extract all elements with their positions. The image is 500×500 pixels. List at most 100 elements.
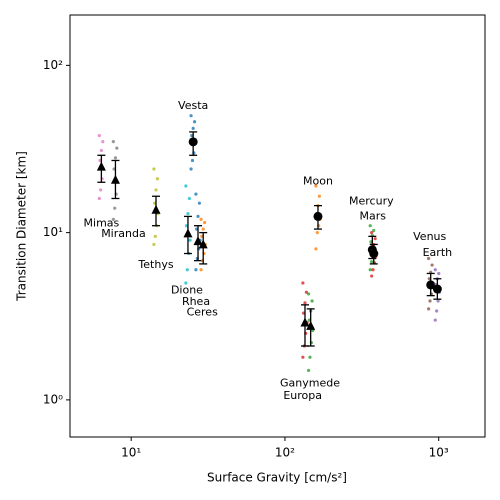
sample-point	[201, 227, 205, 231]
y-tick-label: 10²	[43, 58, 63, 72]
sample-point	[301, 281, 305, 285]
sample-point	[199, 268, 203, 272]
x-tick-label: 10³	[429, 446, 449, 460]
sample-point	[152, 167, 156, 171]
sample-point	[372, 228, 376, 233]
body-label: Venus	[413, 230, 446, 243]
mean-marker	[96, 161, 106, 171]
sample-point	[97, 134, 101, 138]
sample-point	[188, 238, 192, 242]
plot-frame	[69, 14, 486, 438]
y-tick-label: 10¹	[43, 225, 63, 239]
mean-marker	[313, 211, 323, 221]
sample-point	[310, 299, 314, 303]
body-label: Ganymede	[280, 377, 340, 390]
sample-point	[303, 301, 307, 305]
sample-point	[189, 167, 193, 171]
sample-point	[192, 120, 197, 124]
body-label: Tethys	[137, 258, 173, 271]
sample-point	[368, 268, 372, 272]
mean-marker	[426, 280, 436, 290]
sample-point	[153, 234, 157, 238]
sample-point	[97, 196, 101, 201]
mean-marker	[369, 249, 379, 259]
sample-point	[203, 220, 207, 225]
sample-point	[306, 368, 311, 373]
sample-point	[314, 184, 318, 188]
sample-point	[99, 188, 103, 192]
sample-point	[190, 158, 195, 163]
sample-point	[186, 211, 190, 216]
sample-point	[427, 307, 431, 311]
sample-point	[113, 156, 118, 160]
body-label: Ceres	[187, 305, 218, 318]
sample-point	[371, 268, 375, 272]
sample-point	[194, 268, 198, 272]
sample-point	[314, 247, 318, 251]
body-label: Rhea	[182, 295, 210, 308]
y-axis-label: Transition Diameter [km]	[15, 151, 29, 302]
sample-point	[184, 281, 188, 285]
sample-point	[113, 206, 117, 210]
sample-point	[370, 231, 374, 235]
sample-point	[308, 355, 312, 359]
sample-point	[433, 268, 437, 272]
sample-point	[197, 201, 202, 205]
body-label: Dione	[171, 283, 203, 296]
sample-point	[373, 237, 377, 241]
sample-point	[317, 194, 321, 198]
sample-point	[191, 126, 195, 130]
mean-marker	[151, 204, 161, 214]
sample-point	[306, 292, 311, 296]
sample-point	[187, 196, 191, 201]
sample-point	[370, 260, 374, 264]
body-label: Earth	[423, 246, 453, 259]
mean-marker	[193, 236, 203, 246]
sample-point	[184, 184, 188, 188]
body-label: Miranda	[101, 227, 146, 240]
body-label: Vesta	[178, 99, 208, 112]
sample-point	[435, 309, 439, 313]
x-tick-label: 10²	[275, 446, 295, 460]
sample-point	[189, 114, 193, 118]
body-label: Mercury	[349, 195, 394, 208]
sample-point	[427, 256, 431, 261]
sample-point	[185, 268, 189, 272]
body-label: Mimas	[84, 217, 120, 230]
mean-marker	[183, 228, 193, 238]
mean-marker	[110, 174, 120, 184]
sample-point	[304, 290, 308, 294]
mean-marker	[198, 239, 208, 249]
body-label: Moon	[303, 174, 333, 187]
sample-point	[194, 192, 198, 196]
sample-point	[99, 148, 103, 153]
sample-point	[428, 299, 432, 303]
sample-point	[301, 355, 305, 359]
mean-marker	[432, 284, 442, 294]
sample-point	[368, 224, 372, 228]
sample-point	[370, 274, 374, 278]
y-tick-label: 10⁰	[43, 392, 63, 406]
sample-point	[437, 271, 441, 276]
body-label: Mars	[359, 210, 386, 223]
sample-point	[196, 214, 200, 219]
mean-marker	[300, 317, 310, 327]
sample-point	[433, 318, 437, 322]
sample-point	[155, 177, 160, 181]
sample-point	[115, 146, 119, 150]
mean-marker	[306, 320, 316, 330]
sample-point	[152, 242, 156, 247]
sample-point	[315, 231, 319, 235]
mean-marker	[188, 137, 198, 147]
sample-point	[154, 188, 158, 192]
sample-point	[430, 263, 434, 267]
sample-point	[199, 217, 203, 221]
body-label: Europa	[283, 389, 322, 402]
sample-point	[436, 299, 440, 303]
x-tick-label: 10¹	[121, 446, 141, 460]
sample-point	[111, 140, 115, 144]
sample-point	[111, 217, 115, 221]
x-axis-label: Surface Gravity [cm/s²]	[207, 471, 347, 485]
sample-point	[101, 140, 105, 144]
